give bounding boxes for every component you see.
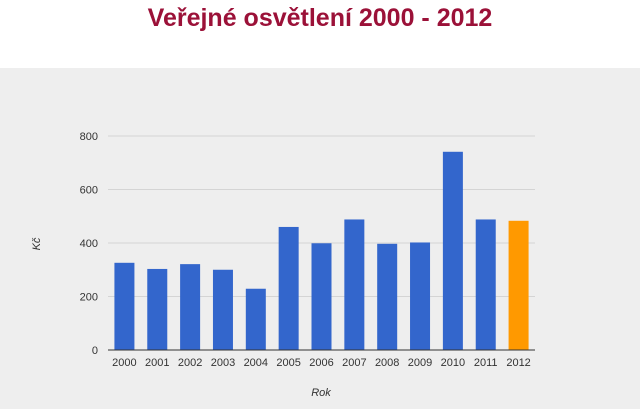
bar-2011[interactable] — [475, 219, 496, 350]
x-tick-label: 2001 — [145, 357, 169, 369]
x-tick-label: 2006 — [309, 357, 333, 369]
x-tick-label: 2009 — [408, 357, 432, 369]
y-axis-label: Kč — [31, 237, 43, 250]
x-tick-label: 2008 — [375, 357, 399, 369]
bar-2001[interactable] — [147, 268, 168, 350]
y-tick-label: 200 — [80, 292, 98, 304]
y-tick-label: 400 — [80, 238, 98, 250]
bar-2005[interactable] — [278, 226, 299, 350]
x-axis-label: Rok — [311, 387, 331, 399]
bar-2012[interactable] — [508, 220, 529, 350]
y-tick-label: 800 — [80, 131, 98, 143]
chart-title: Veřejné osvětlení 2000 - 2012 — [147, 4, 493, 32]
x-tick-label: 2004 — [244, 357, 268, 369]
bar-2009[interactable] — [410, 242, 431, 350]
y-tick-label: 600 — [80, 185, 98, 197]
bar-2008[interactable] — [377, 243, 398, 350]
x-tick-label: 2011 — [474, 357, 498, 369]
x-tick-label: 2007 — [342, 357, 366, 369]
bar-2006[interactable] — [311, 243, 332, 350]
x-tick-label: 2003 — [211, 357, 235, 369]
bar-2010[interactable] — [442, 151, 463, 350]
bar-2003[interactable] — [212, 269, 233, 350]
x-tick-label: 2012 — [506, 357, 530, 369]
chart-panel — [0, 68, 640, 409]
x-tick-label: 2000 — [112, 357, 136, 369]
x-tick-label: 2010 — [441, 357, 465, 369]
x-tick-label: 2005 — [276, 357, 300, 369]
bar-2002[interactable] — [180, 264, 201, 350]
bar-2004[interactable] — [245, 288, 266, 350]
x-tick-label: 2002 — [178, 357, 202, 369]
bar-2007[interactable] — [344, 219, 365, 350]
y-tick-label: 0 — [92, 345, 98, 357]
bar-2000[interactable] — [114, 262, 135, 350]
